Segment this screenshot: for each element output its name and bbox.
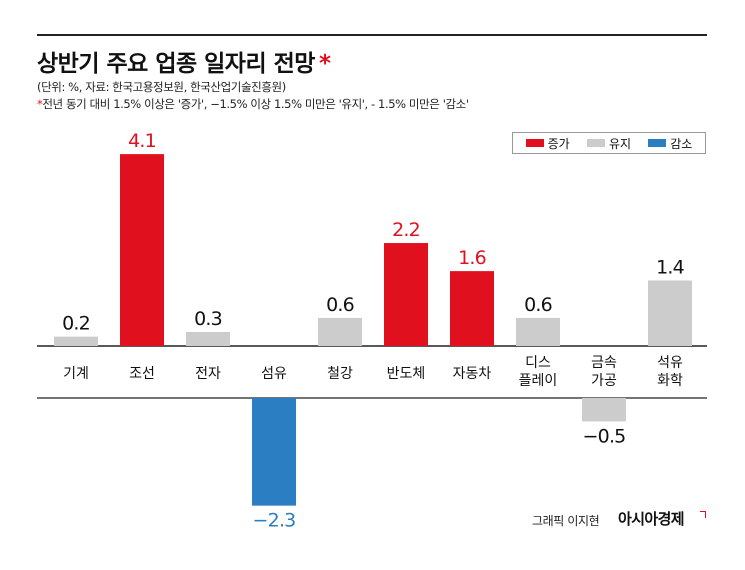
category-label: 금속 xyxy=(591,355,617,371)
legend-swatch-maintain xyxy=(586,139,605,147)
chart-title-text: 상반기 주요 업종 일자리 전망 xyxy=(37,51,315,77)
brand-logo: 아시아경제 xyxy=(618,510,685,528)
bar xyxy=(582,398,626,422)
legend-swatch-decrease xyxy=(648,139,667,147)
legend-item-decrease: 감소 xyxy=(648,135,692,152)
category-label: 석유 xyxy=(657,355,683,371)
top-rule xyxy=(37,34,707,36)
category-label: 조선 xyxy=(129,366,155,382)
data-label: 1.4 xyxy=(656,256,685,278)
bar xyxy=(450,271,494,346)
chart-title: 상반기 주요 업종 일자리 전망 * xyxy=(37,44,331,78)
legend-label-increase: 증가 xyxy=(547,136,570,151)
category-label: 디스 xyxy=(525,355,551,371)
data-label: 2.2 xyxy=(392,219,420,241)
credit-graphic: 그래픽 이지현 xyxy=(532,514,600,528)
footnote-asterisk: * xyxy=(37,97,43,111)
data-label: 4.1 xyxy=(128,130,156,152)
legend-label-maintain: 유지 xyxy=(608,136,632,151)
legend-swatch-increase xyxy=(525,139,544,147)
legend-item-increase: 증가 xyxy=(525,135,570,152)
brand-mark-icon xyxy=(700,511,706,518)
bar xyxy=(648,280,692,346)
data-label: 1.6 xyxy=(458,247,486,269)
bar xyxy=(384,243,428,346)
title-asterisk: * xyxy=(318,51,331,77)
data-label: 0.3 xyxy=(194,308,222,330)
bar xyxy=(516,317,560,346)
chart-legend: 증가 유지 감소 xyxy=(512,132,706,154)
data-label: −2.3 xyxy=(253,510,296,532)
bar xyxy=(120,154,164,346)
data-label: 0.6 xyxy=(524,294,552,316)
data-label: −0.5 xyxy=(583,425,626,447)
category-label: 화학 xyxy=(657,373,683,389)
category-label: 자동차 xyxy=(453,366,492,382)
data-label: 0.6 xyxy=(326,294,354,316)
category-label: 철강 xyxy=(327,366,353,382)
chart-unit-source: (단위: %, 자료: 한국고용정보원, 한국산업기술진흥원) xyxy=(37,80,286,94)
category-label: 기계 xyxy=(63,366,89,382)
bar xyxy=(186,331,230,346)
category-label: 반도체 xyxy=(387,366,426,382)
bar xyxy=(54,336,98,346)
chart-footnote: *전년 동기 대비 1.5% 이상은 '증가', −1.5% 이상 1.5% 미… xyxy=(37,96,469,112)
category-label: 섬유 xyxy=(261,366,287,382)
footnote-text: 전년 동기 대비 1.5% 이상은 '증가', −1.5% 이상 1.5% 미만… xyxy=(42,97,469,111)
bar xyxy=(252,398,296,506)
data-label: 0.2 xyxy=(62,313,90,335)
bar xyxy=(318,317,362,346)
category-label: 가공 xyxy=(591,373,617,389)
category-label: 전자 xyxy=(195,366,221,382)
legend-item-maintain: 유지 xyxy=(586,135,632,152)
category-label: 플레이 xyxy=(519,373,558,389)
legend-label-decrease: 감소 xyxy=(670,136,693,151)
